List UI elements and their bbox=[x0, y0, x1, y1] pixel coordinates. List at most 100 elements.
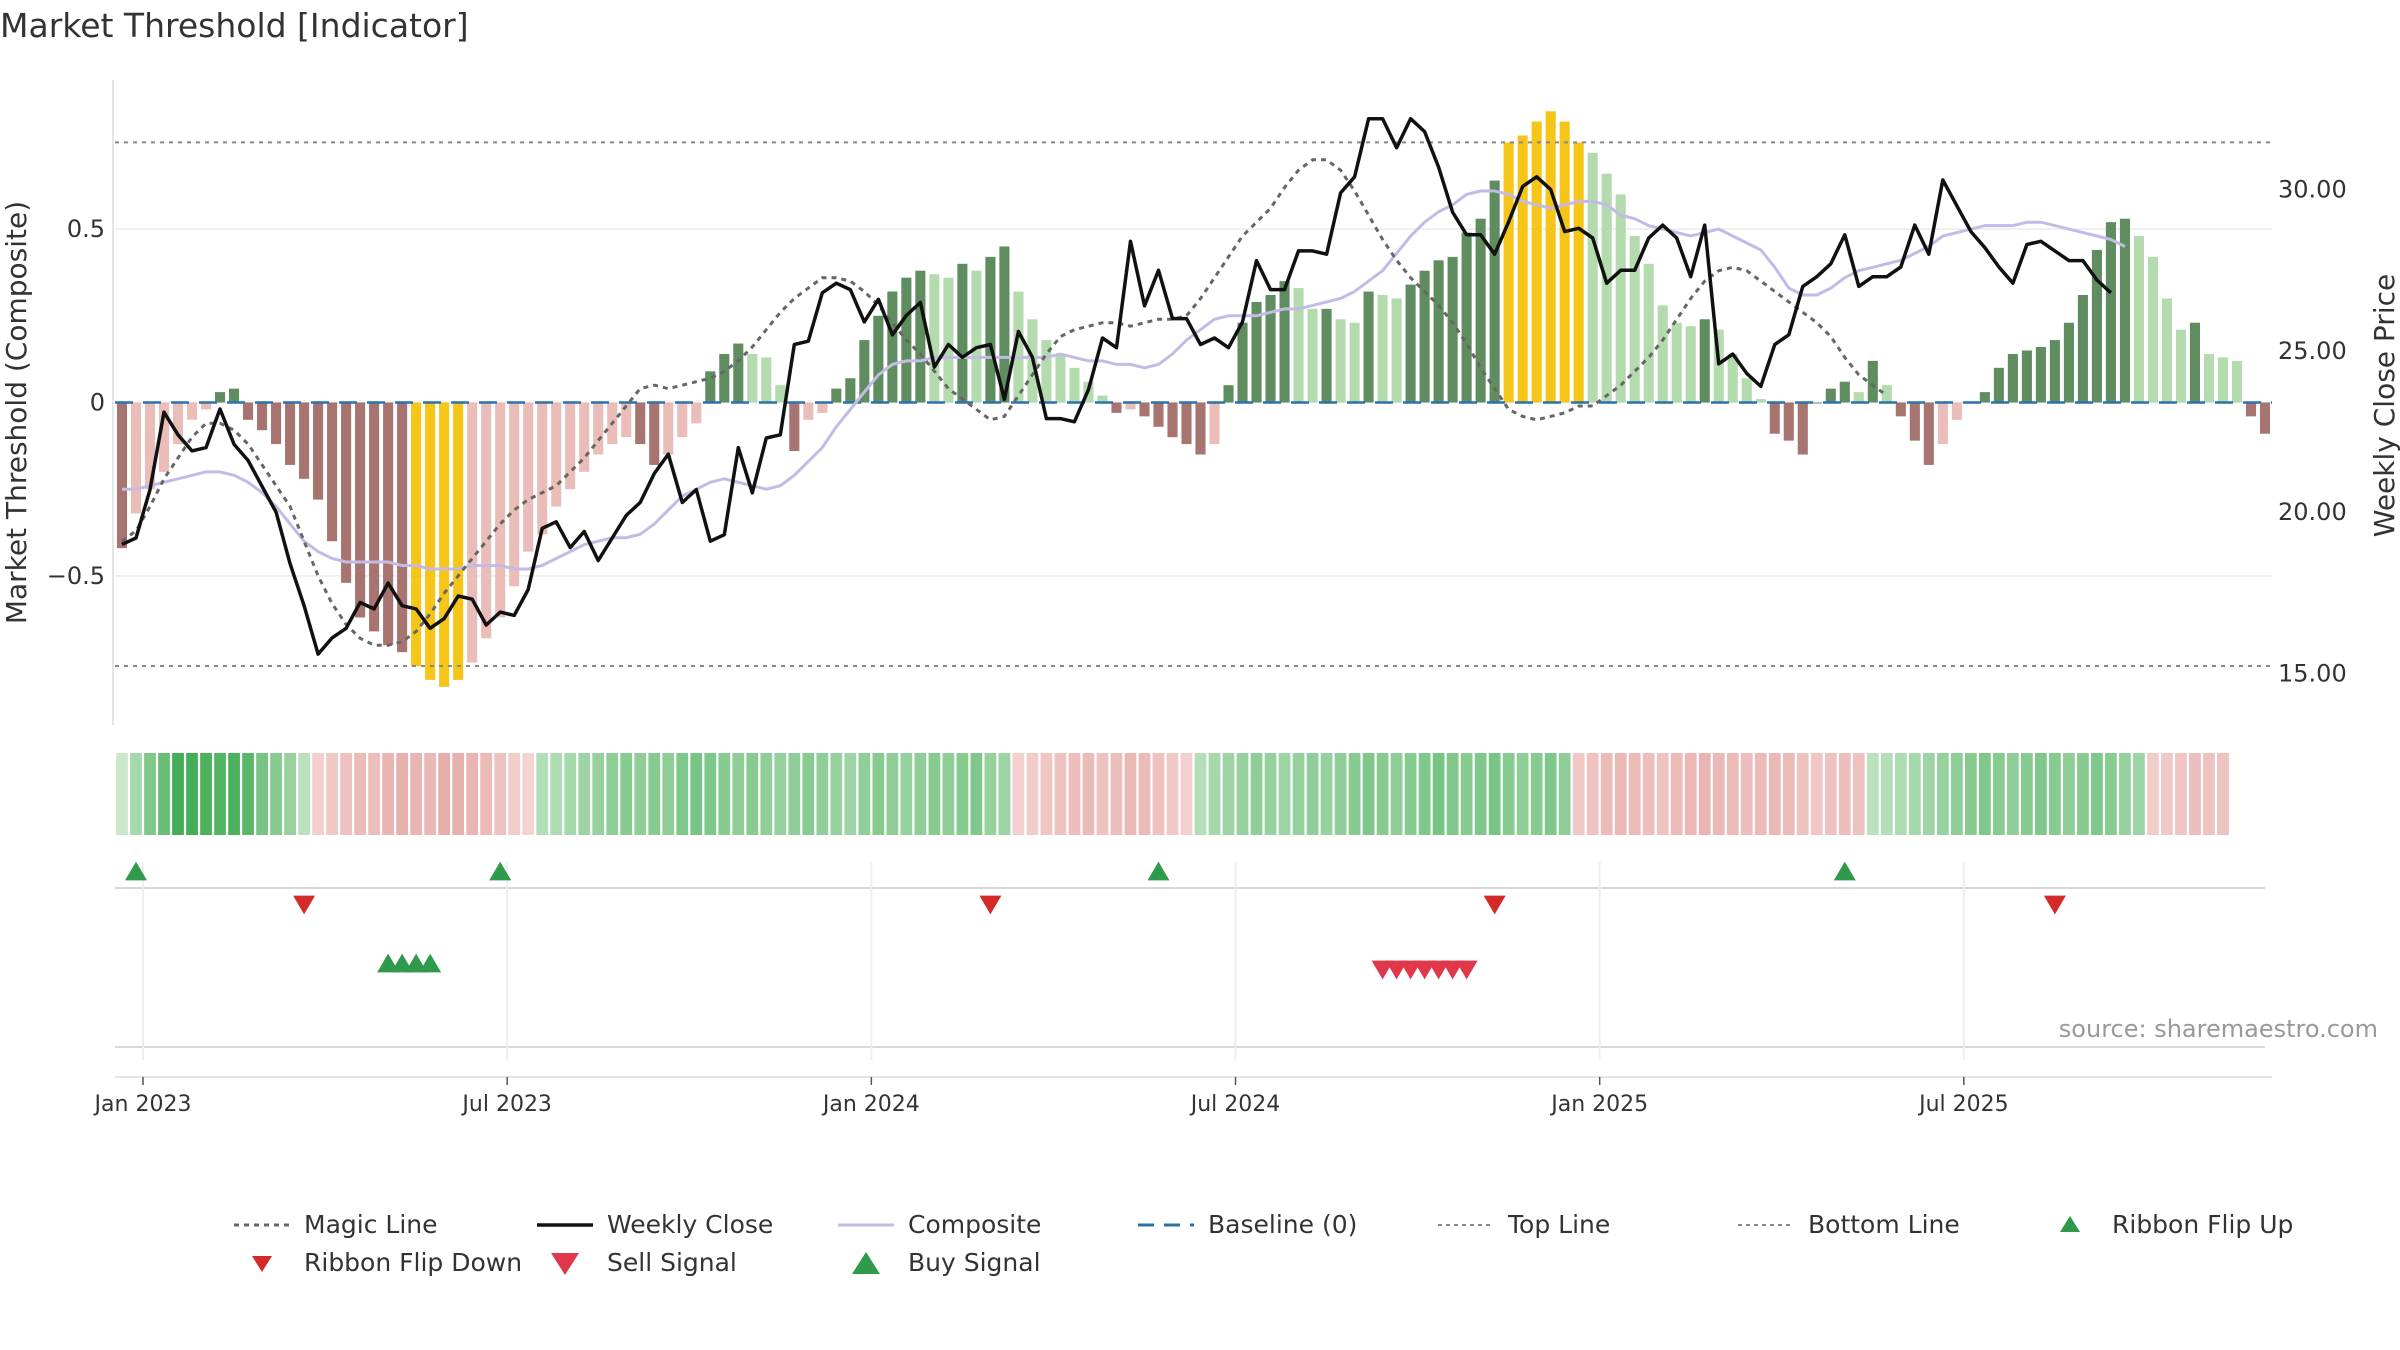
composite-bar bbox=[579, 402, 590, 472]
composite-bar bbox=[649, 402, 660, 465]
composite-bar bbox=[2091, 249, 2102, 403]
ribbon-flip-down-marker bbox=[1483, 895, 1506, 915]
ribbon-cell bbox=[1978, 753, 1991, 835]
buy-signal-marker bbox=[405, 953, 428, 973]
ribbon-cell bbox=[928, 753, 941, 835]
composite-bar bbox=[1979, 392, 1990, 403]
composite-bar bbox=[2077, 295, 2088, 403]
signal-markers bbox=[125, 861, 2066, 980]
composite-bar bbox=[537, 402, 548, 535]
ribbon-cell bbox=[718, 753, 731, 835]
composite-bar bbox=[1783, 402, 1794, 441]
ribbon-cell bbox=[396, 753, 409, 835]
legend-label: Ribbon Flip Up bbox=[2112, 1210, 2294, 1239]
ribbon-cell bbox=[130, 753, 142, 835]
legend-label: Composite bbox=[908, 1210, 1042, 1239]
composite-bar bbox=[257, 402, 268, 431]
composite-bar bbox=[1853, 392, 1864, 403]
composite-bar bbox=[1181, 402, 1192, 445]
ribbon-cell bbox=[620, 753, 633, 835]
ribbon-cell bbox=[1964, 753, 1977, 835]
ribbon-cell bbox=[550, 753, 563, 835]
composite-bar bbox=[551, 402, 562, 507]
ribbon-cell bbox=[158, 753, 170, 835]
ribbon-cell bbox=[1740, 753, 1753, 835]
composite-bar bbox=[509, 402, 520, 587]
source-note: source: sharemaestro.com bbox=[2058, 1015, 2378, 1043]
ribbon-cell bbox=[704, 753, 717, 835]
ribbon-cell bbox=[662, 753, 675, 835]
ribbon-cell bbox=[536, 753, 549, 835]
ribbon-cell bbox=[1488, 753, 1501, 835]
composite-bar bbox=[2049, 340, 2060, 403]
ribbon-flip-down-marker bbox=[293, 895, 316, 915]
composite-bar bbox=[593, 402, 604, 455]
composite-bar bbox=[845, 378, 856, 403]
ribbon-cell bbox=[312, 753, 324, 835]
composite-bar bbox=[1517, 135, 1528, 403]
composite-bar bbox=[1671, 322, 1682, 403]
left-tick-label: −0.5 bbox=[47, 562, 105, 590]
composite-bar bbox=[761, 357, 772, 403]
left-axis-title: Market Threshold (Composite) bbox=[0, 201, 33, 624]
ribbon-cell bbox=[354, 753, 366, 835]
sell-signal-marker bbox=[1371, 960, 1394, 980]
composite-bar bbox=[1461, 232, 1472, 403]
ribbon-cell bbox=[1600, 753, 1613, 835]
ribbon-cell bbox=[1572, 753, 1585, 835]
ribbon-cell bbox=[270, 753, 282, 835]
ribbon-cell bbox=[1950, 753, 1963, 835]
ribbon-cell bbox=[1222, 753, 1235, 835]
composite-bar bbox=[789, 402, 800, 452]
ribbon-cell bbox=[424, 753, 437, 835]
composite-bar bbox=[397, 402, 408, 653]
composite-bar bbox=[341, 402, 352, 583]
ribbon-cell bbox=[1446, 753, 1459, 835]
ribbon-cell bbox=[452, 753, 465, 835]
ribbon-cell bbox=[1040, 753, 1053, 835]
ribbon-cell bbox=[914, 753, 927, 835]
composite-bar bbox=[481, 402, 492, 639]
ribbon-cell bbox=[1390, 753, 1403, 835]
ribbon-cell bbox=[368, 753, 381, 835]
composite-bar bbox=[1867, 360, 1878, 403]
composite-bar bbox=[2105, 222, 2116, 403]
composite-bar bbox=[1055, 353, 1066, 403]
ribbon-cell bbox=[592, 753, 605, 835]
right-tick-label: 25.00 bbox=[2278, 337, 2347, 365]
composite-bar bbox=[425, 402, 436, 680]
composite-bar bbox=[1755, 399, 1766, 403]
ribbon-cell bbox=[1376, 753, 1389, 835]
ribbon-cell bbox=[1432, 753, 1445, 835]
ribbon-cell bbox=[1264, 753, 1277, 835]
composite-bar bbox=[2133, 236, 2144, 403]
composite-bar bbox=[2259, 402, 2271, 434]
composite-bar bbox=[1041, 340, 1052, 403]
composite-bar bbox=[985, 256, 996, 403]
composite-bar bbox=[1195, 402, 1206, 455]
composite-bar bbox=[1475, 218, 1486, 403]
ribbon-cell bbox=[1866, 753, 1879, 835]
composite-bar bbox=[2119, 218, 2130, 403]
composite-bar bbox=[803, 402, 814, 420]
composite-bar bbox=[565, 402, 576, 490]
ribbon-cell bbox=[564, 753, 577, 835]
composite-bar bbox=[1335, 319, 1346, 403]
ribbon-cell bbox=[676, 753, 689, 835]
legend-item: Buy Signal bbox=[836, 1248, 1041, 1277]
ribbon-cell bbox=[942, 753, 955, 835]
ribbon-cell bbox=[2105, 753, 2117, 835]
composite-bar bbox=[1909, 402, 1920, 441]
axes: 0.5 0 −0.5 30.00 25.00 20.00 15.00 Market Thres… bbox=[0, 80, 2400, 1117]
composite-bar bbox=[2217, 357, 2229, 403]
grid-layer bbox=[115, 228, 2272, 1078]
ribbon-cell bbox=[998, 753, 1011, 835]
legend-label: Top Line bbox=[1508, 1210, 1611, 1239]
ribbon-cell bbox=[1250, 753, 1263, 835]
ribbon-cell bbox=[1334, 753, 1347, 835]
composite-bar bbox=[1153, 402, 1164, 427]
composite-bar bbox=[1881, 385, 1892, 403]
ribbon-cell bbox=[466, 753, 479, 835]
composite-bar bbox=[971, 270, 982, 403]
ribbon-cell bbox=[2063, 753, 2075, 835]
